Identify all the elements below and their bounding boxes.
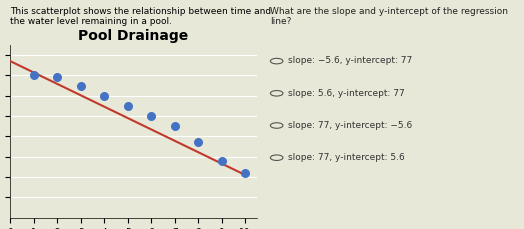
Text: slope: 77, y-intercept: −5.6: slope: 77, y-intercept: −5.6 (288, 120, 412, 129)
Point (194, 141, 202, 145)
Point (77, 84, 85, 88)
Point (100, 95, 108, 98)
Text: What are the slope and y-intercept of the regression
line?: What are the slope and y-intercept of th… (270, 7, 508, 26)
Point (30, 74, 38, 78)
Text: slope: −5.6, y-intercept: 77: slope: −5.6, y-intercept: 77 (288, 56, 412, 65)
Title: Pool Drainage: Pool Drainage (79, 29, 189, 43)
Text: slope: 5.6, y-intercept: 77: slope: 5.6, y-intercept: 77 (288, 88, 405, 97)
Point (170, 125, 179, 128)
Text: slope: 77, y-intercept: 5.6: slope: 77, y-intercept: 5.6 (288, 152, 405, 161)
Point (124, 105, 132, 108)
Point (217, 159, 226, 163)
Point (241, 171, 249, 175)
Text: This scatterplot shows the relationship between time and
the water level remaini: This scatterplot shows the relationship … (10, 7, 271, 26)
Point (147, 115, 156, 118)
Point (53, 76, 62, 80)
